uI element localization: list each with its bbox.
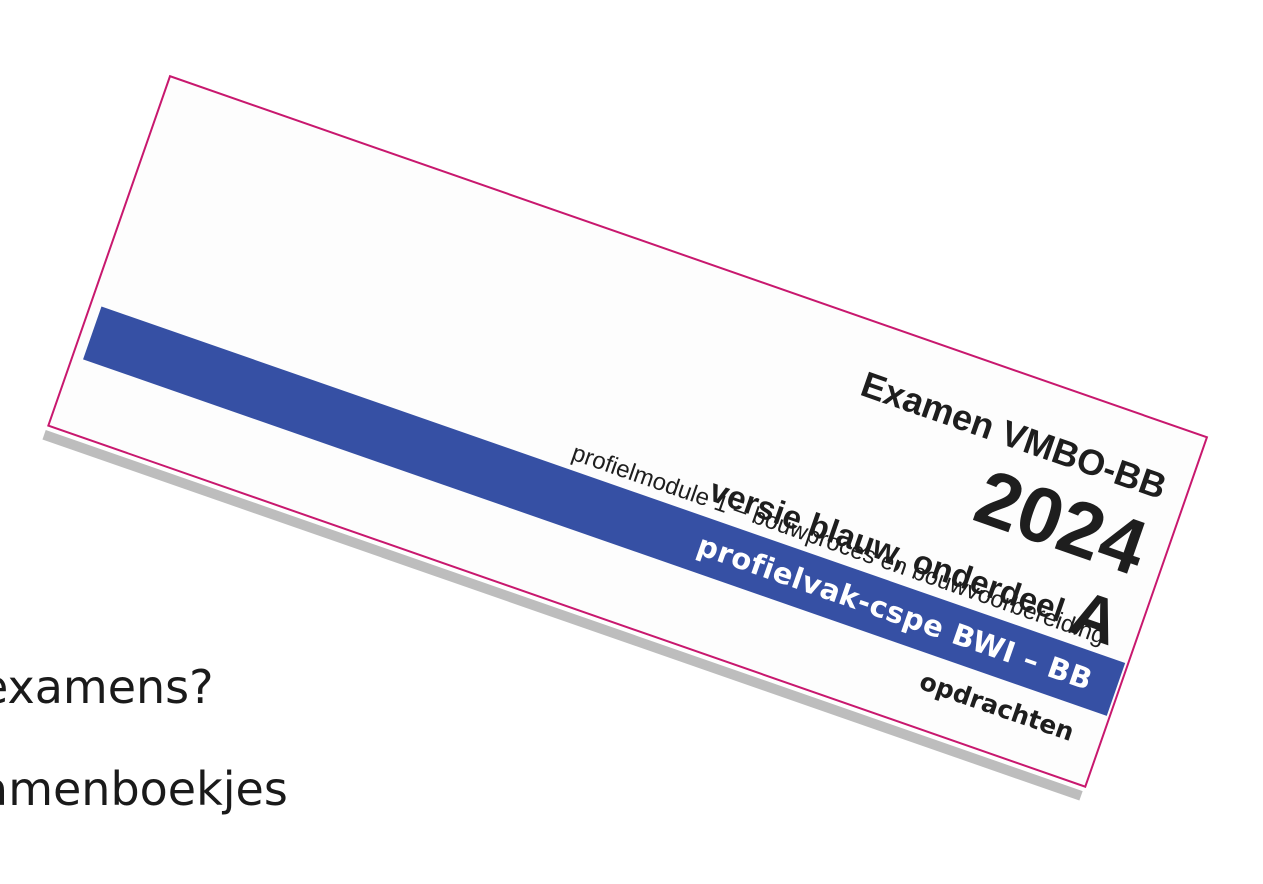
cover-page: Examen VMBO-BB 2024 versie blauw, onderd…	[47, 74, 1209, 788]
subject-band: profielvak-cspe BWI – BB	[83, 306, 1126, 716]
exam-booklet-cover: Examen VMBO-BB 2024 versie blauw, onderd…	[42, 74, 1209, 803]
slide-text-line-1: examens?	[0, 660, 214, 714]
slide-text-line-2: amenboekjes	[0, 762, 288, 816]
